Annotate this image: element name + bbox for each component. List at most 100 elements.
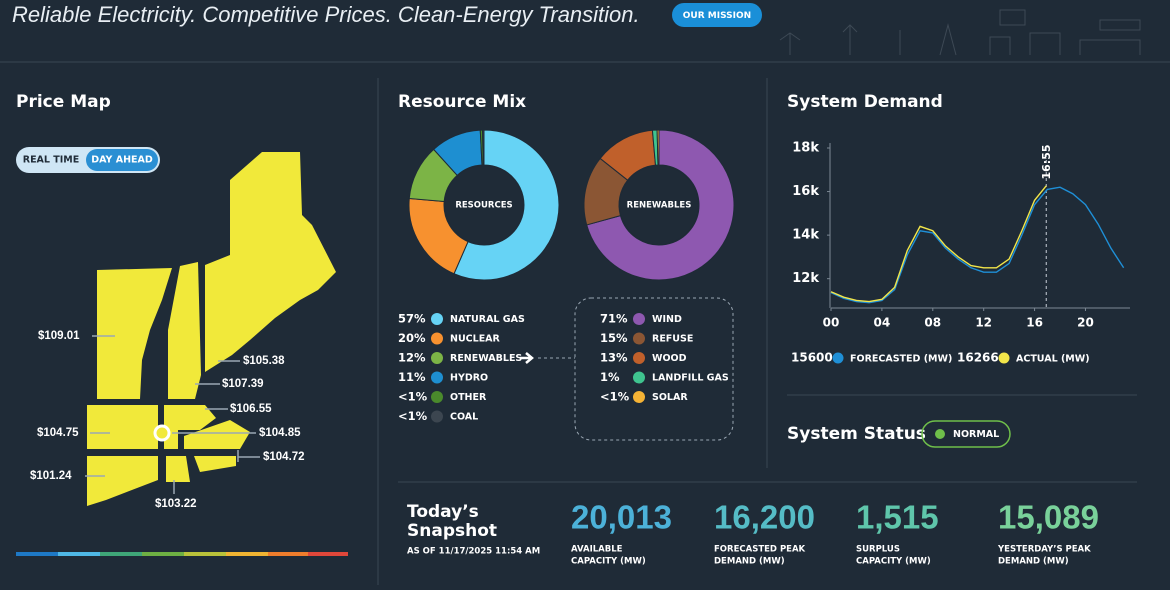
legend-label: LANDFILL GAS <box>652 373 729 384</box>
legend-label: ACTUAL (MW) <box>1016 354 1090 365</box>
x-tick-label: 12 <box>975 316 992 330</box>
snapshot-label: CAPACITY (MW) <box>571 557 646 567</box>
demand-line <box>830 185 1047 303</box>
zone[interactable] <box>166 456 190 482</box>
donut-label: RENEWABLES <box>627 201 692 211</box>
legend-value: 20% <box>398 331 426 345</box>
legend-dot <box>998 352 1010 364</box>
legend-label: WOOD <box>652 353 687 364</box>
section-title: System Status <box>787 424 926 444</box>
zone[interactable] <box>164 405 216 449</box>
toggle-option[interactable]: REAL TIME <box>23 155 79 166</box>
legend-label: NUCLEAR <box>450 334 501 345</box>
legend-value: <1% <box>600 390 630 404</box>
legend-label: FORECASTED (MW) <box>850 354 952 365</box>
status-pill <box>921 420 1011 448</box>
zone[interactable] <box>168 262 201 399</box>
x-tick-label: 20 <box>1077 316 1094 330</box>
snapshot-date: AS OF 11/17/2025 11:54 AM <box>407 547 540 557</box>
donut-segment <box>586 129 735 281</box>
zone[interactable] <box>194 456 236 472</box>
legend-value: 15% <box>600 331 628 345</box>
zone[interactable] <box>184 420 250 449</box>
map <box>87 152 336 506</box>
donut-segment <box>453 129 560 281</box>
legend-value: 57% <box>398 312 426 326</box>
donut-hole <box>620 166 698 244</box>
legend-label: NATURAL GAS <box>450 314 525 325</box>
legend-dot <box>633 391 645 403</box>
zone[interactable] <box>87 405 158 449</box>
legend-dot <box>431 332 443 345</box>
legend-label: OTHER <box>450 392 487 403</box>
price-label: $107.39 <box>222 378 264 390</box>
price-label: $104.72 <box>263 451 305 463</box>
legend-value: 11% <box>398 370 426 384</box>
price-leaders <box>85 335 260 494</box>
donut-label: RESOURCES <box>455 201 512 211</box>
snapshot-label: FORECASTED PEAK <box>714 545 806 555</box>
legend-dot <box>633 352 645 364</box>
legend-value: 1% <box>600 370 620 384</box>
legend-label: WIND <box>652 314 682 325</box>
x-tick-label: 00 <box>823 316 840 330</box>
legend-dot <box>431 313 443 325</box>
legend-value: 13% <box>600 351 628 365</box>
toggle-option[interactable]: DAY AHEAD <box>91 155 153 166</box>
x-tick-label: 08 <box>924 316 941 330</box>
y-tick-label: 18k <box>792 141 819 156</box>
renewables-link <box>520 297 734 441</box>
legend-label: RENEWABLES <box>450 353 522 364</box>
legend-dot <box>431 410 443 423</box>
legend-dot <box>633 313 645 325</box>
legend-value: 12% <box>398 351 426 365</box>
price-label: $106.55 <box>230 403 272 415</box>
legend-dot <box>431 352 443 364</box>
mission-button-label[interactable]: OUR MISSION <box>683 11 751 21</box>
snapshot-label: CAPACITY (MW) <box>856 557 931 567</box>
legend-label: HYDRO <box>450 373 488 384</box>
header-decoration <box>779 9 1141 56</box>
legend-dot <box>431 371 443 384</box>
section-title: System Demand <box>787 92 943 112</box>
donut-segment <box>482 129 485 166</box>
price-label: $104.75 <box>37 427 79 439</box>
y-tick-label: 14k <box>792 228 819 243</box>
price-label: $103.22 <box>155 498 197 510</box>
legend-label: COAL <box>450 412 478 423</box>
section-title: Price Map <box>16 92 111 112</box>
zone[interactable] <box>87 456 158 506</box>
legend-dot <box>832 352 844 364</box>
status-label: NORMAL <box>953 429 999 440</box>
legend-value: <1% <box>398 409 428 423</box>
demand-line <box>830 186 1125 304</box>
legend-dot <box>633 371 645 384</box>
donut-segment <box>656 129 660 166</box>
hub[interactable] <box>153 424 171 442</box>
y-tick-label: 12k <box>792 271 819 286</box>
toggle-active[interactable] <box>86 149 158 171</box>
price-label: $104.85 <box>259 427 301 439</box>
snapshot-value: 20,013 <box>571 499 672 536</box>
snapshot-value: 15,089 <box>998 499 1099 536</box>
now-label: 16:55 <box>1040 144 1053 179</box>
legend-value: 15600 <box>791 351 833 365</box>
x-tick-label: 04 <box>874 316 891 330</box>
snapshot-label: SURPLUS <box>856 545 900 555</box>
zone[interactable] <box>97 268 172 399</box>
legend-label: REFUSE <box>652 334 693 345</box>
zone[interactable] <box>205 152 336 372</box>
mission-button[interactable] <box>672 3 762 27</box>
snapshot-label: AVAILABLE <box>571 545 623 555</box>
snapshot-label: YESTERDAY’S PEAK <box>997 545 1091 555</box>
y-tick-label: 16k <box>792 184 819 199</box>
snapshot-title: Today’s <box>407 502 479 522</box>
snapshot-title: Snapshot <box>407 521 497 541</box>
legend-value: 16266 <box>957 351 999 365</box>
snapshot-value: 16,200 <box>714 499 815 536</box>
section-title: Resource Mix <box>398 92 526 112</box>
snapshot-value: 1,515 <box>856 499 939 536</box>
price-label: $105.38 <box>243 355 285 367</box>
legend-dot <box>431 391 443 403</box>
